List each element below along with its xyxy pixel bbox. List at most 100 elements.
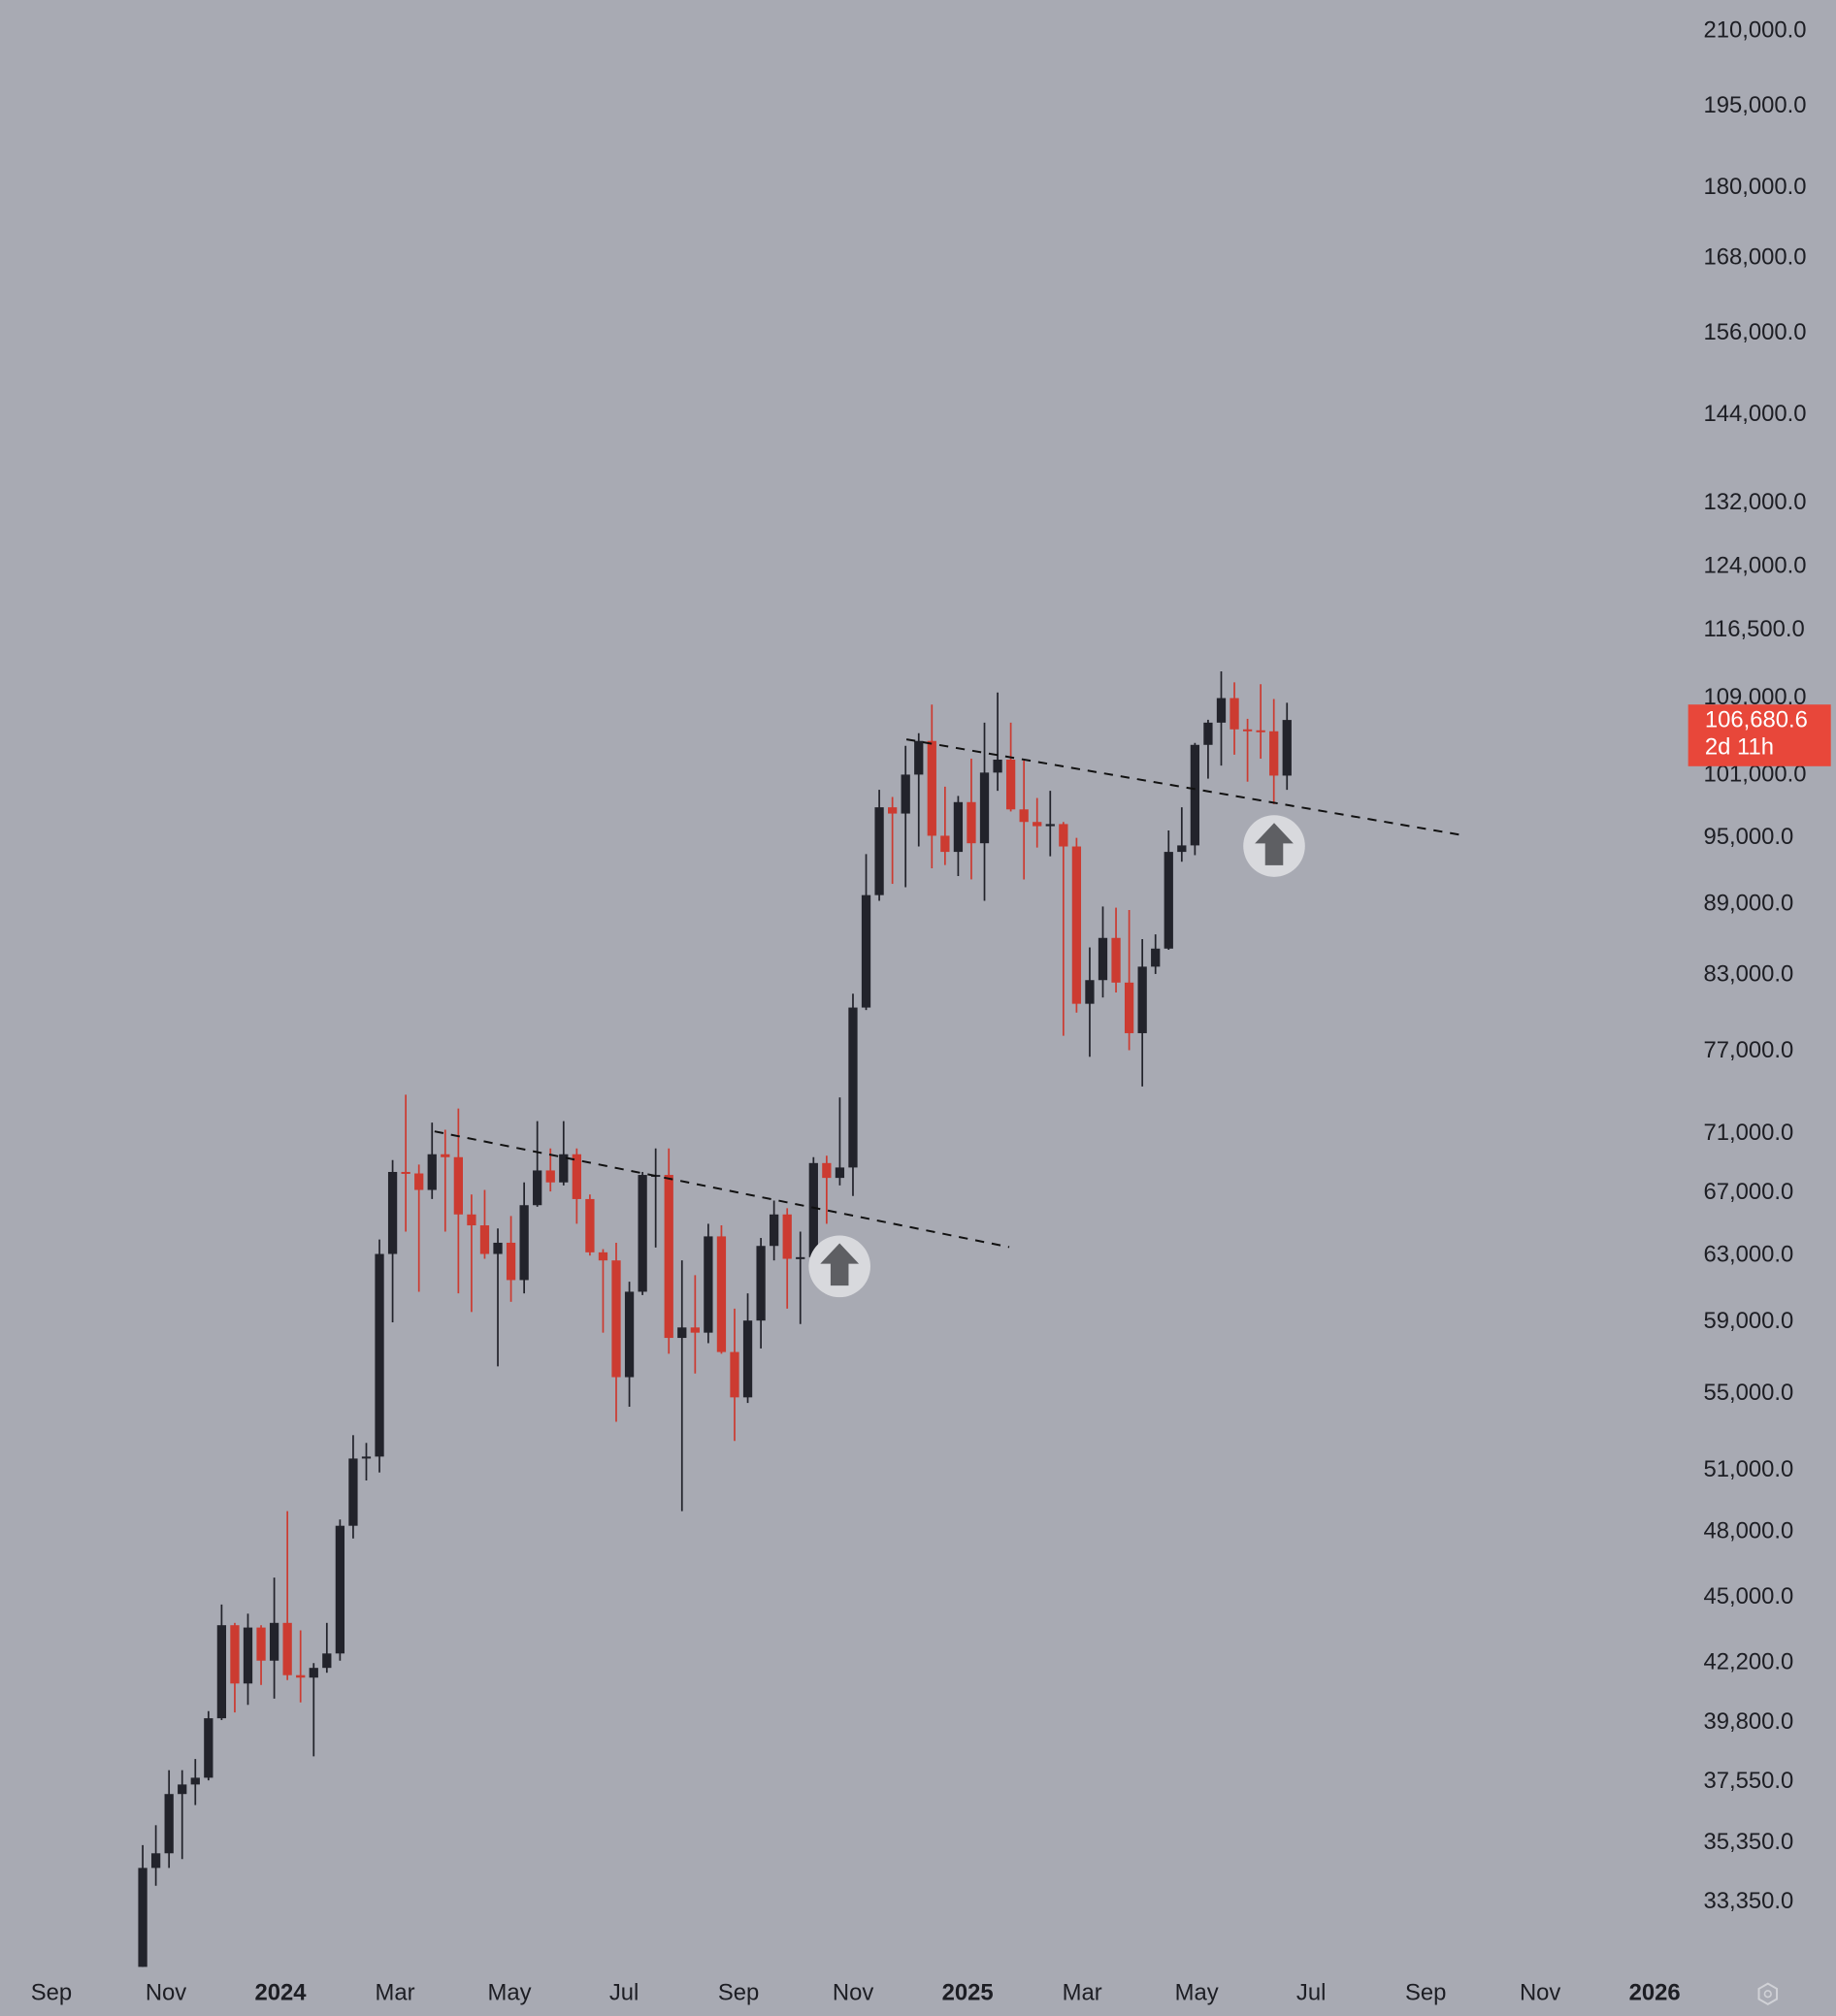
candle-body [493, 1242, 503, 1254]
candle-body [533, 1170, 542, 1206]
candle-body [1059, 824, 1068, 847]
y-tick-label: 132,000.0 [1704, 489, 1807, 515]
candle-body [1282, 720, 1292, 776]
y-tick-label: 71,000.0 [1704, 1120, 1794, 1146]
candle-body [1269, 731, 1279, 776]
candle-body [796, 1256, 805, 1259]
candle-body [401, 1171, 410, 1174]
candle-body [519, 1205, 529, 1281]
candle-body [611, 1260, 621, 1378]
settings-icon[interactable] [1757, 1982, 1779, 2005]
candle-body [256, 1627, 266, 1661]
axes: 210,000.0 195,000.0 180,000.0 168,000.0 156,… [31, 17, 1831, 2006]
candle-body [1137, 966, 1147, 1033]
candle-body [1045, 824, 1055, 827]
candle-body [585, 1198, 595, 1252]
candle-body [243, 1627, 253, 1684]
candle-body [178, 1784, 187, 1795]
x-tick-label: 2025 [942, 1980, 994, 2006]
plot-area [138, 671, 1292, 1967]
candle-body [1242, 729, 1253, 732]
candle-body [1229, 698, 1239, 730]
candle-body [387, 1171, 398, 1254]
arrow-icon [1243, 815, 1305, 877]
candle-body [624, 1291, 635, 1378]
y-tick-label: 116,500.0 [1704, 616, 1805, 642]
candle-body [361, 1456, 372, 1459]
candle-body [782, 1214, 792, 1259]
y-tick-label: 39,800.0 [1704, 1708, 1794, 1735]
x-tick-label: Sep [718, 1980, 759, 2006]
y-tick-label: 59,000.0 [1704, 1308, 1794, 1334]
candle-body [1177, 845, 1187, 853]
candle-body [756, 1246, 766, 1321]
x-tick-label: Mar [1063, 1980, 1102, 2006]
x-tick-label: Sep [1405, 1980, 1446, 2006]
candle-body [664, 1175, 673, 1339]
arrow-icon [808, 1235, 870, 1298]
candle-body [309, 1668, 318, 1678]
candle-body [730, 1351, 739, 1398]
y-tick-label: 180,000.0 [1704, 174, 1807, 200]
candle-body [441, 1154, 450, 1157]
candle-body [848, 1007, 858, 1168]
candle-body [572, 1154, 581, 1199]
candle-body [506, 1242, 516, 1281]
candle-body [993, 759, 1002, 773]
x-tick-label: Nov [1520, 1980, 1560, 2006]
candle-body [1085, 980, 1095, 1004]
candle-body [808, 1162, 818, 1257]
candle-body [770, 1214, 779, 1247]
price-tag-label: 106,680.6 [1705, 707, 1808, 733]
candle-body [901, 774, 910, 814]
candle-body [1151, 948, 1161, 967]
y-tick-label: 77,000.0 [1704, 1037, 1794, 1063]
y-tick-label: 168,000.0 [1704, 244, 1807, 270]
candle-body [979, 772, 990, 844]
candle-body [1216, 698, 1227, 723]
y-tick-label: 124,000.0 [1704, 553, 1807, 579]
candle-body [559, 1154, 569, 1183]
y-tick-label: 67,000.0 [1704, 1179, 1794, 1205]
x-tick-label: Nov [146, 1980, 186, 2006]
x-tick-label: May [488, 1980, 532, 2006]
candle-body [216, 1625, 227, 1719]
candle-body [967, 801, 976, 844]
trendline [434, 1130, 1010, 1249]
candle-body [335, 1525, 345, 1654]
candle-body [953, 801, 964, 853]
x-tick-label: Mar [376, 1980, 415, 2006]
x-tick-label: 2024 [255, 1980, 308, 2006]
y-tick-label: 144,000.0 [1704, 401, 1807, 427]
candle-body [427, 1154, 437, 1190]
candle-body [742, 1320, 753, 1398]
candle-body [1098, 937, 1108, 981]
candle-body [414, 1173, 424, 1190]
y-tick-label: 83,000.0 [1704, 960, 1794, 987]
candle-body [138, 1868, 148, 1967]
candle-body [914, 740, 924, 775]
price-tag [1688, 704, 1831, 766]
candle-body [690, 1327, 700, 1333]
candle-body [1071, 846, 1082, 1004]
candle-body [204, 1718, 213, 1778]
candle-body [822, 1162, 832, 1179]
settings-icon-dot [1763, 1990, 1772, 1999]
candle-body [861, 894, 871, 1008]
candle-body [716, 1236, 727, 1352]
x-tick-label: Jul [609, 1980, 639, 2006]
x-tick-label: 2026 [1629, 1980, 1681, 2006]
candle-body [296, 1675, 306, 1678]
candle-body [1111, 937, 1121, 983]
candle-body [874, 807, 884, 895]
y-tick-label: 95,000.0 [1704, 824, 1794, 850]
candle-body [927, 740, 936, 836]
candle-body [230, 1625, 240, 1684]
candle-body [467, 1214, 476, 1226]
y-tick-label: 42,200.0 [1704, 1648, 1794, 1675]
candle-body [1164, 852, 1173, 949]
candle-body [835, 1167, 845, 1179]
